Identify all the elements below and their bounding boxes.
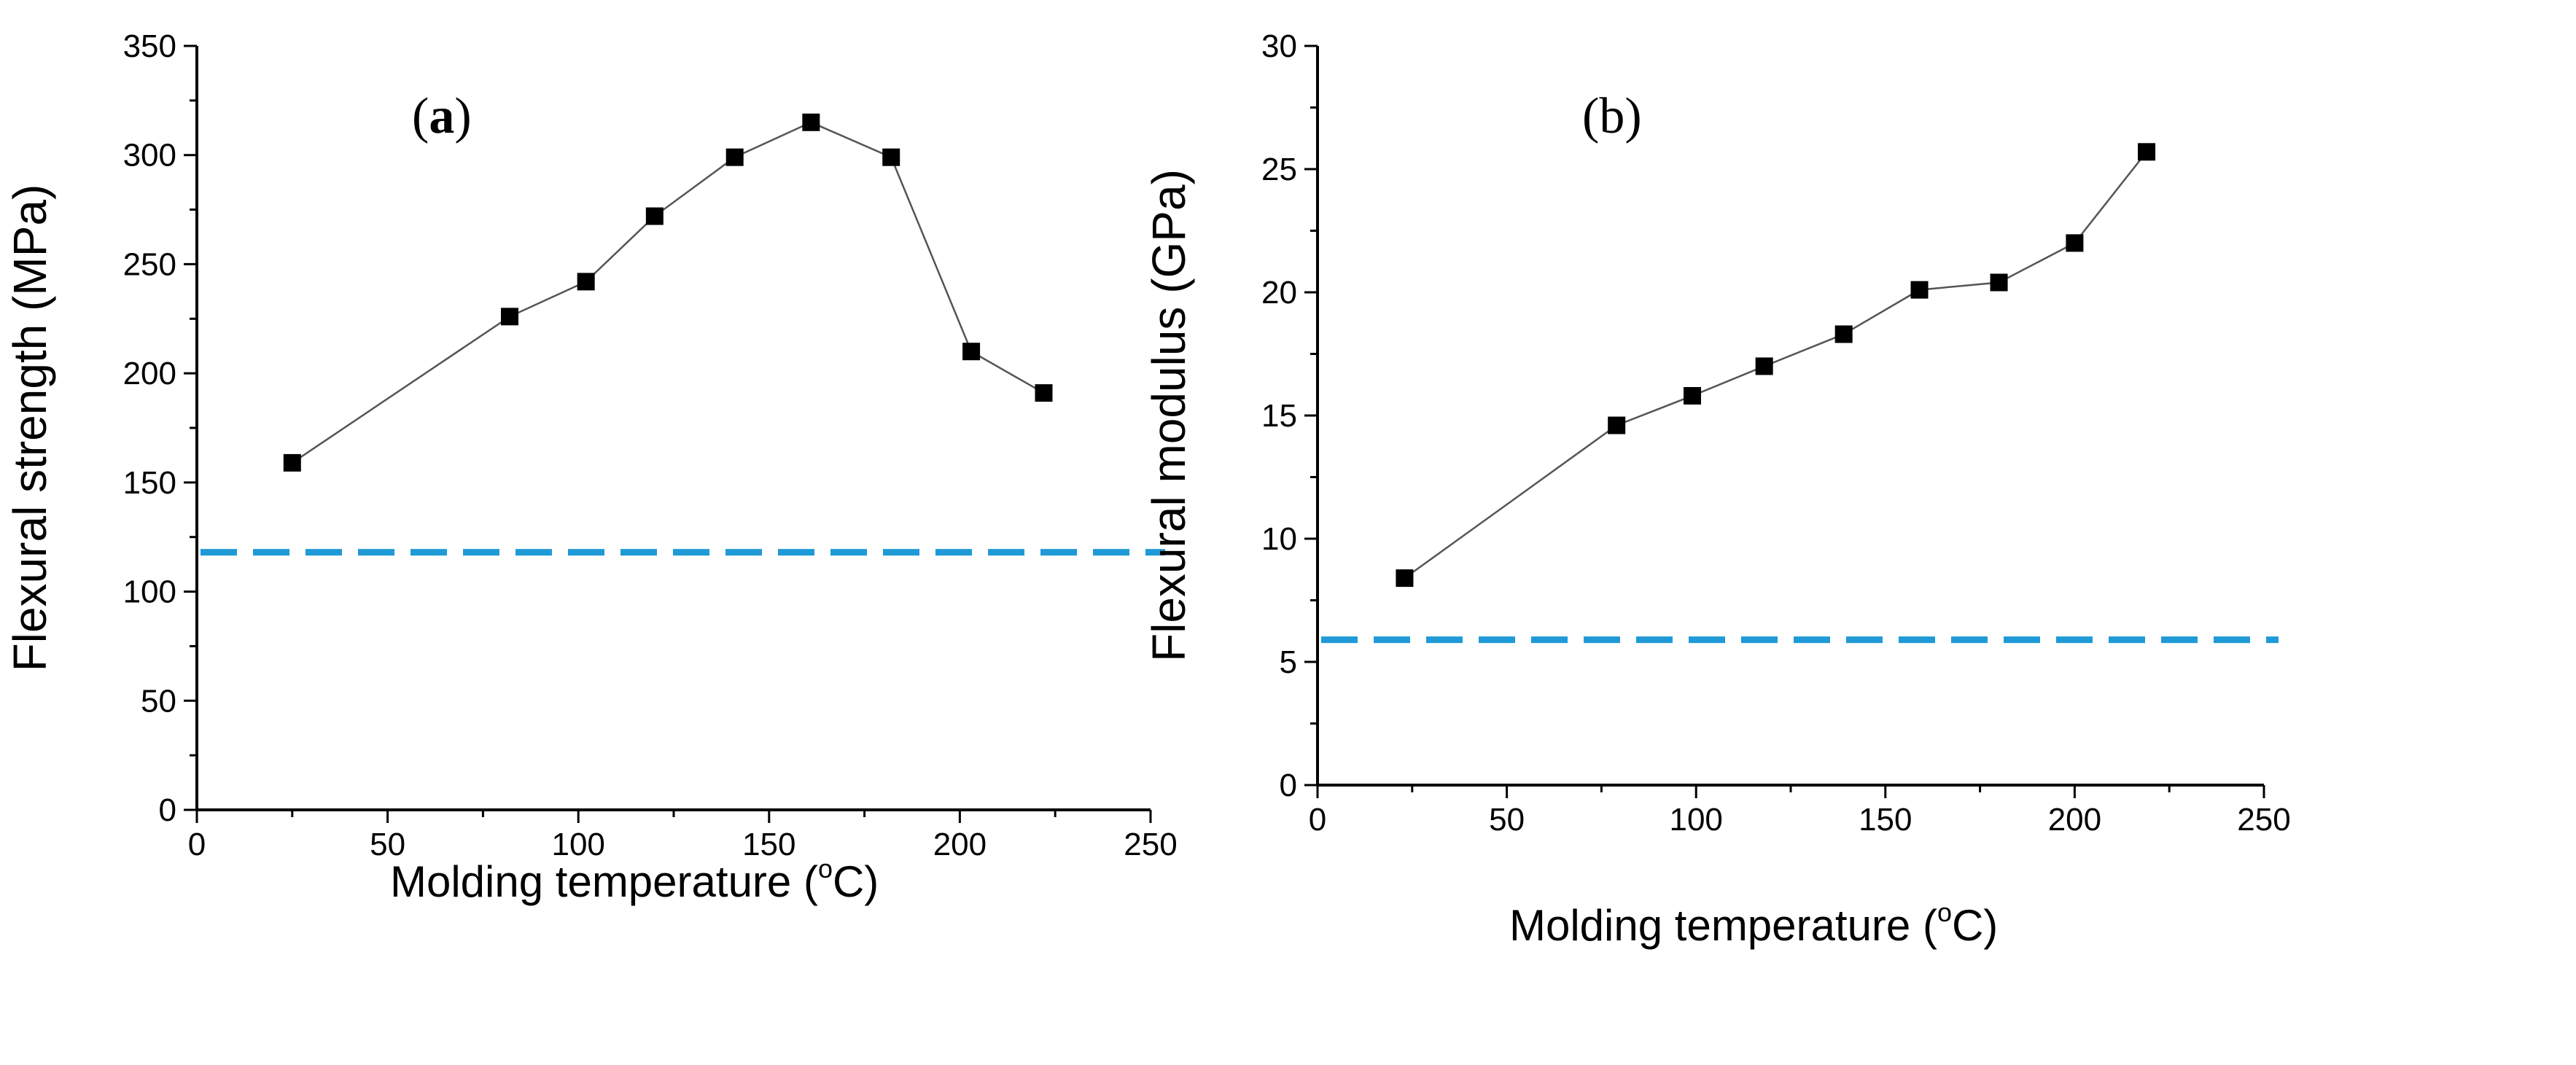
data-point-marker: [1835, 325, 1853, 343]
x-axis-title: Molding temperature (oC): [390, 854, 879, 906]
y-tick-label: 25: [1261, 152, 1297, 187]
series-line: [292, 122, 1044, 463]
x-axis-title: Molding temperature (oC): [1509, 897, 1998, 950]
data-point-marker: [501, 308, 518, 325]
data-point-marker: [882, 149, 900, 166]
y-axis-title: Flexural modulus (GPa): [1143, 169, 1195, 662]
y-tick-label: 200: [123, 356, 176, 391]
panel-label: (b): [1582, 88, 1642, 144]
data-point-marker: [646, 208, 664, 225]
y-tick-label: 50: [141, 683, 176, 719]
y-tick-label: 20: [1261, 275, 1297, 311]
data-point-marker: [1608, 417, 1625, 434]
y-tick-label: 150: [123, 465, 176, 501]
x-tick-label: 150: [1859, 802, 1912, 838]
data-point-marker: [1396, 569, 1413, 587]
figure: 0 50 100 150 200 250050100150200250300350 (a)…: [0, 0, 2576, 1065]
chart-panel-b: 0 50 100 150 200 250 0 5 10 15 20 25 30 (b) Molding …: [1143, 28, 2291, 950]
x-tick-label: 50: [1489, 802, 1525, 838]
data-point-marker: [1756, 357, 1773, 375]
y-tick-label: 350: [123, 28, 176, 64]
x-tick-label: 200: [2048, 802, 2101, 838]
x-tick-label: 0: [188, 827, 206, 862]
data-point-marker: [2066, 234, 2083, 251]
x-tick-label: 250: [2237, 802, 2290, 838]
data-point-marker: [1991, 273, 2008, 291]
x-tick-label: 100: [1669, 802, 1722, 838]
y-axis-title: Flexural strength (MPa): [4, 184, 56, 672]
data-point-marker: [802, 114, 820, 131]
data-point-marker: [962, 343, 980, 360]
data-point-marker: [1035, 384, 1053, 402]
y-tick-label: 250: [123, 246, 176, 282]
y-tick-label: 300: [123, 138, 176, 173]
data-point-marker: [1911, 281, 1929, 299]
x-tick-label: 200: [933, 827, 987, 862]
data-point-marker: [726, 149, 744, 166]
x-tick-label: 0: [1309, 802, 1326, 838]
data-point-marker: [2138, 143, 2155, 160]
panel-label: (a): [412, 88, 472, 144]
y-tick-label: 0: [1280, 768, 1297, 803]
y-tick-label: 5: [1280, 644, 1297, 680]
series-line: [1404, 152, 2147, 578]
y-tick-label: 10: [1261, 521, 1297, 557]
data-point-marker: [284, 454, 301, 472]
y-tick-label: 100: [123, 574, 176, 610]
y-tick-label: 30: [1261, 28, 1297, 64]
y-tick-label: 0: [159, 792, 176, 828]
data-point-marker: [577, 273, 595, 290]
x-tick-label: 250: [1124, 827, 1177, 862]
y-tick-label: 15: [1261, 398, 1297, 434]
data-point-marker: [1684, 387, 1701, 405]
